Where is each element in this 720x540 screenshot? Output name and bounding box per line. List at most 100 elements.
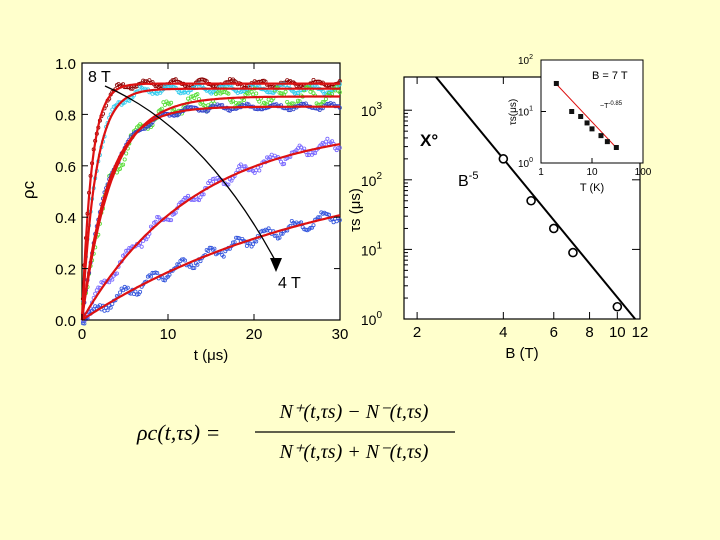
left-data-point	[302, 146, 307, 151]
right-x-tick-label: 10	[609, 324, 626, 341]
left-data-point	[139, 244, 144, 249]
left-data-point	[226, 91, 231, 96]
equation-denominator: N⁺(t,τs) + N⁻(t,τs)	[279, 441, 429, 463]
left-data-point	[147, 78, 152, 83]
left-data-point	[82, 321, 87, 326]
left-data-point	[337, 145, 342, 150]
left-data-point	[133, 289, 138, 294]
left-data-point	[198, 259, 203, 264]
left-data-point	[108, 305, 113, 310]
left-data-point	[167, 218, 172, 223]
left-y-tick-label: 1.0	[55, 56, 76, 73]
left-data-point	[311, 223, 316, 228]
left-data-point	[169, 100, 174, 105]
inset-y-tick-base: 10	[518, 56, 530, 67]
left-data-point	[212, 246, 217, 251]
left-data-point	[80, 321, 85, 326]
left-data-point	[257, 99, 262, 104]
right-data-point	[548, 223, 559, 234]
left-data-point	[257, 168, 262, 173]
left-data-point	[118, 290, 123, 295]
field-arrow-head-icon	[270, 258, 282, 272]
left-data-point	[93, 291, 98, 296]
left-data-point	[313, 151, 318, 156]
inset-y-tick-exp: 0	[529, 157, 533, 164]
inset-data-point	[553, 80, 559, 86]
inset-fit-line	[553, 81, 619, 150]
left-data-point	[169, 218, 174, 223]
left-data-point	[195, 262, 200, 267]
left-x-tick-label: 20	[246, 326, 263, 343]
left-data-point	[159, 106, 164, 111]
right-y-tick-label: 100	[361, 310, 383, 328]
left-data-point	[297, 99, 302, 104]
inset-x-tick-label: 10	[586, 167, 598, 178]
inset-fit-label-base: ~T	[600, 103, 609, 110]
inset-data-point	[589, 126, 595, 132]
left-data-point	[182, 195, 187, 200]
left-data-point	[278, 231, 283, 236]
left-data-point	[121, 162, 126, 167]
left-data-point	[148, 274, 153, 279]
left-data-point	[201, 192, 206, 197]
inset-y-tick-label: 100	[518, 157, 533, 170]
left-data-point	[337, 218, 342, 223]
left-fit-curves	[80, 82, 341, 321]
left-data-point	[124, 248, 129, 253]
left-data-point	[238, 162, 243, 167]
right-y-tick-base: 10	[361, 173, 377, 189]
left-fit-curve	[81, 143, 341, 321]
left-ticks: 0 10 20 30 0.0 0.2 0.4 0.6 0.8 1.0	[55, 56, 348, 343]
inset-fit-line	[553, 81, 619, 150]
field-arrow	[104, 85, 277, 263]
left-data-point	[153, 219, 158, 224]
right-y-tick-base: 10	[361, 312, 377, 328]
left-data-point	[195, 92, 200, 97]
left-data-point	[121, 288, 126, 293]
left-data-point	[337, 90, 342, 95]
right-x-axis-label: B (T)	[505, 345, 538, 362]
left-x-tick-label: 30	[332, 326, 349, 343]
fit-label-exponent: -5	[469, 170, 479, 182]
left-data-point	[277, 235, 282, 240]
inset-data-point	[598, 133, 604, 139]
inset-plot-frame	[540, 59, 644, 164]
left-data-point	[221, 254, 226, 259]
left-data-point	[282, 161, 287, 166]
left-panel: 0 10 20 300.00.20.40.60.81.0 t (μs) ρc 8 T …	[19, 56, 348, 364]
left-data-point	[305, 153, 310, 158]
inset-data-point	[604, 139, 610, 145]
left-data-point	[105, 308, 110, 313]
equation-numerator: N⁺(t,τs) − N⁻(t,τs)	[279, 401, 429, 423]
left-data-point	[192, 96, 197, 101]
left-data-point	[182, 258, 187, 263]
left-data-point	[156, 215, 161, 220]
left-fit-curve	[80, 87, 340, 321]
right-x-tick-label: 4	[499, 324, 507, 341]
left-x-tick-label: 0	[78, 326, 86, 343]
left-data-point	[316, 215, 321, 220]
left-data-point	[130, 86, 135, 91]
left-data-point	[118, 166, 123, 171]
left-y-tick-label: 0.0	[55, 313, 76, 330]
left-data-point	[114, 271, 119, 276]
left-data-point	[96, 285, 101, 290]
right-y-tick-exp: 3	[376, 101, 382, 112]
right-y-tick-exp: 1	[376, 240, 382, 251]
right-data-point	[568, 247, 578, 258]
left-data-point	[241, 164, 246, 169]
left-data-point	[207, 245, 212, 250]
inset-x-tick-label: 1	[538, 167, 544, 178]
left-data-point	[110, 277, 115, 282]
left-data-point	[125, 285, 130, 290]
right-y-tick-exp: 0	[376, 310, 382, 321]
left-data-point	[200, 192, 205, 197]
right-y-tick-base: 10	[361, 242, 377, 258]
left-data-point	[294, 90, 299, 95]
right-data-point	[526, 195, 536, 206]
left-data-point	[246, 91, 251, 96]
left-y-tick-label: 0.8	[55, 107, 76, 124]
left-data-point	[251, 242, 256, 247]
